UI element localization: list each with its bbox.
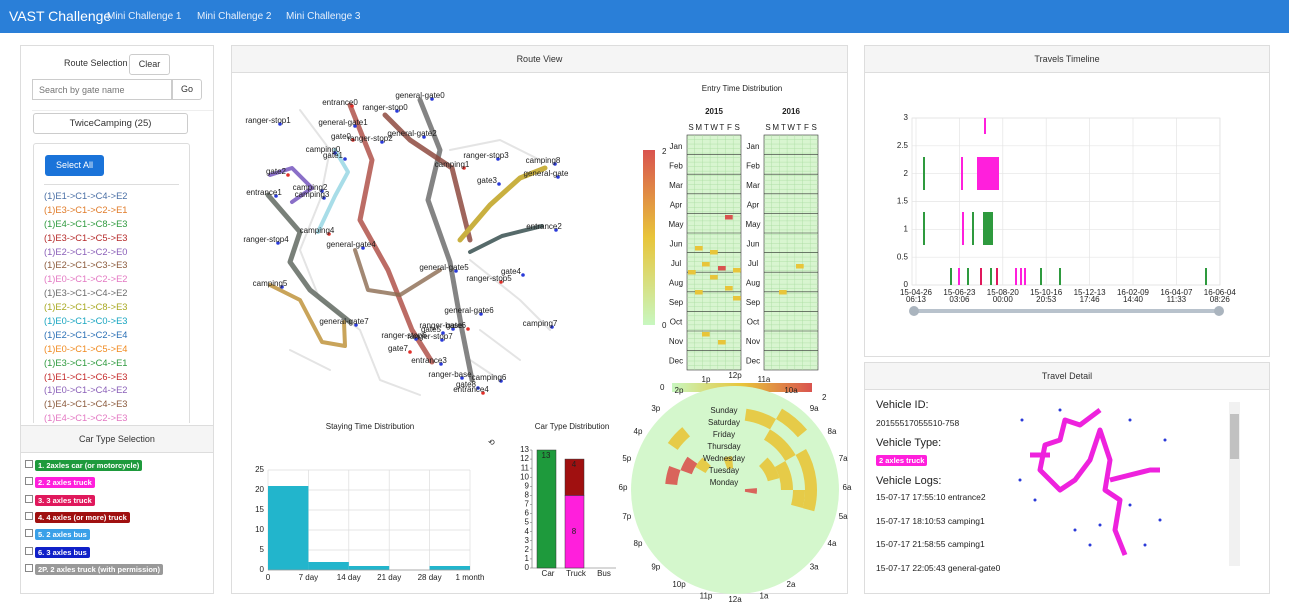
menu[interactable]: Mini Challenge 3	[286, 11, 361, 22]
detail-title: Travel Detail	[865, 363, 1269, 390]
route-item[interactable]: (1)E2->C1->C3->E3	[44, 260, 128, 271]
car-type-item[interactable]: 2. 2 axles truck	[25, 477, 95, 489]
log-item: 15-07-17 17:55:10 entrance2	[876, 492, 986, 502]
route-view-panel: Route View	[231, 45, 848, 594]
checkbox[interactable]	[25, 477, 33, 486]
type-label: Vehicle Type:	[876, 437, 942, 449]
routes: (1)E1->C1->C4->E2 (1)E3->C1->C2->E1 (1)E4-…	[44, 190, 189, 423]
car-type-item[interactable]: 1. 2axles car (or motorcycle)	[25, 460, 143, 471]
car-type-badge: 1. 2axles car (or motorcycle)	[35, 460, 143, 471]
car-type-badge: 2P. 2 axles truck (with permission)	[35, 563, 163, 575]
timeline-title: Travels Timeline	[865, 46, 1269, 73]
log-item: 15-07-17 21:58:55 camping1	[876, 539, 985, 549]
route-item[interactable]: (1)E3->C1->C5->E3	[44, 232, 128, 243]
route-item[interactable]: (1)E4->C1->C4->E3	[44, 399, 128, 410]
car-type-item[interactable]: 5. 2 axles bus	[25, 529, 90, 541]
search-input[interactable]	[32, 79, 172, 100]
type-badge: 2 axles truck	[876, 455, 928, 466]
checkbox[interactable]	[25, 460, 33, 468]
timeline-panel: Travels Timeline	[864, 45, 1270, 357]
go-button[interactable]: Go	[172, 79, 202, 100]
route-item[interactable]: (1)E0->C1->C4->E2	[44, 385, 128, 396]
menu[interactable]: Mini Challenge 1	[107, 11, 182, 22]
divider	[44, 184, 179, 185]
route-list-box: TwiceCamping (25) Select All (1)E1->C1->…	[32, 110, 213, 423]
car-type-item[interactable]: 2P. 2 axles truck (with permission)	[25, 563, 163, 575]
scroll-thumb	[1230, 414, 1239, 459]
navbar: VAST Challenge Mini Challenge 1 Mini Cha…	[0, 0, 1289, 33]
car-type-title: Car Type Selection	[21, 425, 213, 453]
log-item: 15-07-17 22:05:43 general-gate0	[876, 562, 1001, 573]
id-label: Vehicle ID:	[876, 399, 929, 411]
car-type-badge: 6. 3 axles bus	[35, 546, 90, 558]
car-type-badge: 4. 4 axles (or more) truck	[35, 511, 130, 523]
car-type-badge: 3. 3 axles truck	[35, 494, 95, 506]
checkbox[interactable]	[25, 511, 33, 520]
brand[interactable]: VAST Challenge	[9, 8, 112, 24]
checkbox[interactable]	[25, 494, 33, 503]
left-panel: Route Selection Clear Go TwiceCamping (2…	[20, 45, 214, 594]
route-item[interactable]: (1)E0->C1->C0->E3	[44, 316, 128, 327]
route-item[interactable]: (1)E2->C1->C2->E4	[44, 329, 128, 340]
car-type-item[interactable]: 4. 4 axles (or more) truck	[25, 511, 130, 523]
menu[interactable]: Mini Challenge 2	[197, 11, 272, 22]
log-item: 15-07-17 18:10:53 camping1	[876, 515, 985, 526]
checkbox[interactable]	[25, 563, 33, 572]
route-group: Select All (1)E1->C1->C4->E2 (1)E3->C1->C…	[33, 143, 190, 423]
route-item[interactable]: (1)E3->C1->C4->E2	[44, 288, 128, 299]
group-button[interactable]: TwiceCamping (25)	[33, 113, 188, 134]
checkbox[interactable]	[25, 546, 33, 555]
route-item[interactable]: (1)E0->C1->C2->E2	[44, 274, 128, 285]
car-type-badge: 2. 2 axles truck	[35, 477, 95, 489]
route-selection-title: Route Selection	[64, 58, 128, 68]
route-item[interactable]: (1)E2->C1->C2->E0	[44, 246, 128, 257]
type: 2 axles truck	[876, 455, 928, 466]
route-item[interactable]: (1)E2->C1->C8->E3	[44, 302, 128, 313]
car-type-badge: 5. 2 axles bus	[35, 529, 90, 541]
scrollbar	[1229, 402, 1240, 566]
route-item[interactable]: (1)E1->C1->C4->E2	[44, 191, 128, 201]
route-item[interactable]: (1)E1->C1->C6->E3	[44, 371, 128, 382]
route-item[interactable]: (1)E0->C1->C5->E4	[44, 343, 128, 354]
id: 20155517055510-758	[876, 418, 960, 428]
checkbox[interactable]	[25, 529, 33, 538]
car-type-item[interactable]: 6. 3 axles bus	[25, 546, 90, 558]
route-view-title: Route View	[232, 46, 847, 73]
route-item[interactable]: (1)E3->C1->C4->E1	[44, 357, 128, 368]
car-type-item[interactable]: 3. 3 axles truck	[25, 494, 95, 506]
hour-label: 12a	[728, 595, 742, 604]
select-all-button[interactable]: Select All	[45, 155, 104, 176]
clear-button[interactable]: Clear	[129, 54, 170, 75]
logs-label: Vehicle Logs:	[876, 475, 942, 487]
route-item[interactable]: (1)E3->C1->C2->E1	[44, 204, 128, 215]
route-item[interactable]: (1)E4->C1->C8->E3	[44, 218, 128, 229]
route-item[interactable]: (1)E4->C1->C2->E3	[44, 413, 128, 423]
